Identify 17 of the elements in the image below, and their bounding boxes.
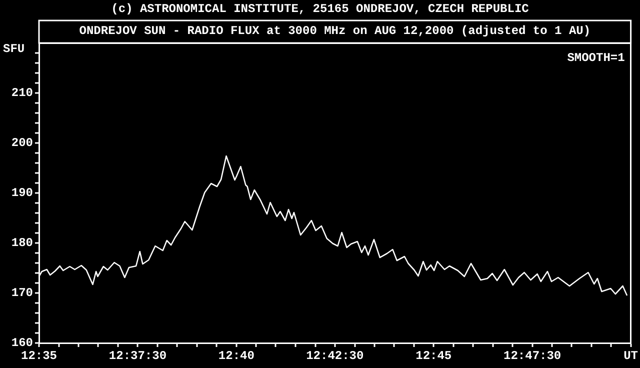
y-tick-label: 190 xyxy=(11,186,33,200)
annotation: SMOOTH=1 xyxy=(567,51,625,66)
y-tick-label: 160 xyxy=(11,336,33,350)
y-tick-label: 200 xyxy=(11,136,33,150)
x-tick-label: 12:45 xyxy=(416,349,452,364)
chart-title: ONDREJOV SUN - RADIO FLUX at 3000 MHz on AUG 12,2000 (adjusted to 1 AU) xyxy=(79,24,591,38)
y-tick-label: 210 xyxy=(11,86,33,100)
y-tick-label: 170 xyxy=(11,286,33,300)
x-tick-label: 12:35 xyxy=(20,349,58,364)
y-tick-label: 180 xyxy=(11,236,33,250)
y-axis-title: SFU xyxy=(3,42,25,56)
x-tick-label: UT xyxy=(624,349,638,364)
x-tick-label: 12:47:30 xyxy=(504,349,562,364)
text: (c) ASTRONOMICAL INSTITUTE, 25165 ONDREJOV, CZECH REPUBLIC xyxy=(111,2,529,16)
x-tick-label: 12:37:30 xyxy=(108,349,167,364)
x-tick-label: 12:40 xyxy=(218,349,254,364)
x-tick-label: 12:42:30 xyxy=(306,349,364,364)
